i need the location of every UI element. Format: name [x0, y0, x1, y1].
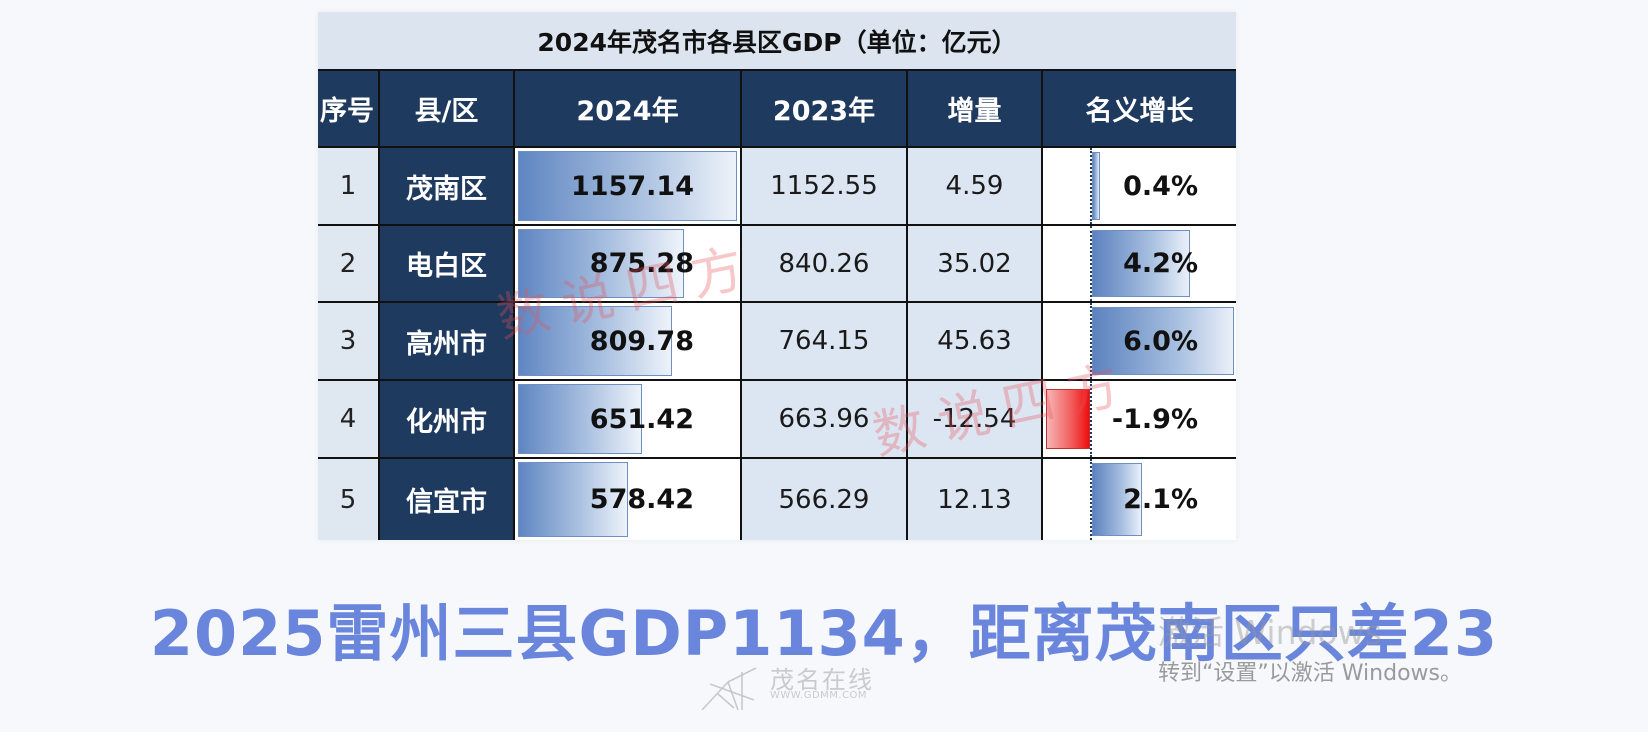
header-county: 县/区 [380, 71, 513, 146]
row-5-gdp2024: 578.42 [515, 459, 740, 540]
row-2-name: 电白区 [380, 226, 513, 301]
row-1-increase: 4.59 [908, 148, 1041, 224]
row-2-gdp2023: 840.26 [742, 226, 906, 301]
data-bar [518, 462, 628, 537]
caption-headline: 2025雷州三县GDP1134，距离茂南区只差23 [149, 597, 1499, 670]
header-2023: 2023年 [742, 71, 906, 146]
site-logo: 茂名在线 WWW.GDMM.COM [698, 660, 888, 720]
header-seq: 序号 [318, 71, 378, 146]
axis-line [1090, 303, 1092, 379]
row-3-seq: 3 [318, 303, 378, 379]
growth-bar [1092, 230, 1190, 297]
row-5-name: 信宜市 [380, 459, 513, 540]
row-4-gdp2023: 663.96 [742, 381, 906, 457]
row-5-increase: 12.13 [908, 459, 1041, 540]
row-1-seq: 1 [318, 148, 378, 224]
growth-bar [1092, 307, 1234, 375]
growth-bar [1092, 463, 1142, 536]
site-logo-icon [701, 667, 757, 711]
row-1-gdp2024: 1157.14 [515, 148, 740, 224]
table-grid: 序号 县/区 2024年 2023年 增量 名义增长 1 茂南区 1157.14… [318, 69, 1236, 540]
site-logo-text: 茂名在线 [770, 666, 874, 694]
data-bar [518, 384, 642, 454]
row-1-gdp2023: 1152.55 [742, 148, 906, 224]
axis-line [1090, 148, 1092, 224]
row-2-growth: 4.2% [1043, 226, 1236, 301]
axis-line [1090, 459, 1092, 540]
table-title: 2024年茂名市各县区GDP（单位：亿元） [318, 12, 1236, 69]
row-3-gdp2023: 764.15 [742, 303, 906, 379]
data-bar [518, 306, 672, 376]
row-4-gdp2024: 651.42 [515, 381, 740, 457]
row-2-seq: 2 [318, 226, 378, 301]
header-growth: 名义增长 [1043, 71, 1236, 146]
row-1-name: 茂南区 [380, 148, 513, 224]
growth-bar-negative [1046, 389, 1090, 449]
row-5-growth: 2.1% [1043, 459, 1236, 540]
data-bar [518, 229, 684, 298]
row-4-growth: -1.9% [1043, 381, 1236, 457]
site-logo-url: WWW.GDMM.COM [770, 690, 868, 701]
row-3-name: 高州市 [380, 303, 513, 379]
row-2-increase: 35.02 [908, 226, 1041, 301]
gdp-table: 2024年茂名市各县区GDP（单位：亿元） 序号 县/区 2024年 2023年… [318, 12, 1236, 540]
header-2024: 2024年 [515, 71, 740, 146]
row-3-gdp2024: 809.78 [515, 303, 740, 379]
row-5-gdp2023: 566.29 [742, 459, 906, 540]
windows-activation-hint[interactable]: 转到“设置”以激活 Windows。 [1158, 661, 1462, 686]
row-4-name: 化州市 [380, 381, 513, 457]
growth-bar [1092, 152, 1100, 220]
row-4-increase: -12.54 [908, 381, 1041, 457]
row-3-growth: 6.0% [1043, 303, 1236, 379]
axis-line [1090, 381, 1092, 457]
row-1-growth: 0.4% [1043, 148, 1236, 224]
row-3-increase: 45.63 [908, 303, 1041, 379]
row-4-seq: 4 [318, 381, 378, 457]
windows-activation-title: 激活 Windows [1158, 613, 1382, 652]
axis-line [1090, 226, 1092, 301]
row-5-seq: 5 [318, 459, 378, 540]
header-increase: 增量 [908, 71, 1041, 146]
row-2-gdp2024: 875.28 [515, 226, 740, 301]
data-bar [518, 151, 737, 221]
